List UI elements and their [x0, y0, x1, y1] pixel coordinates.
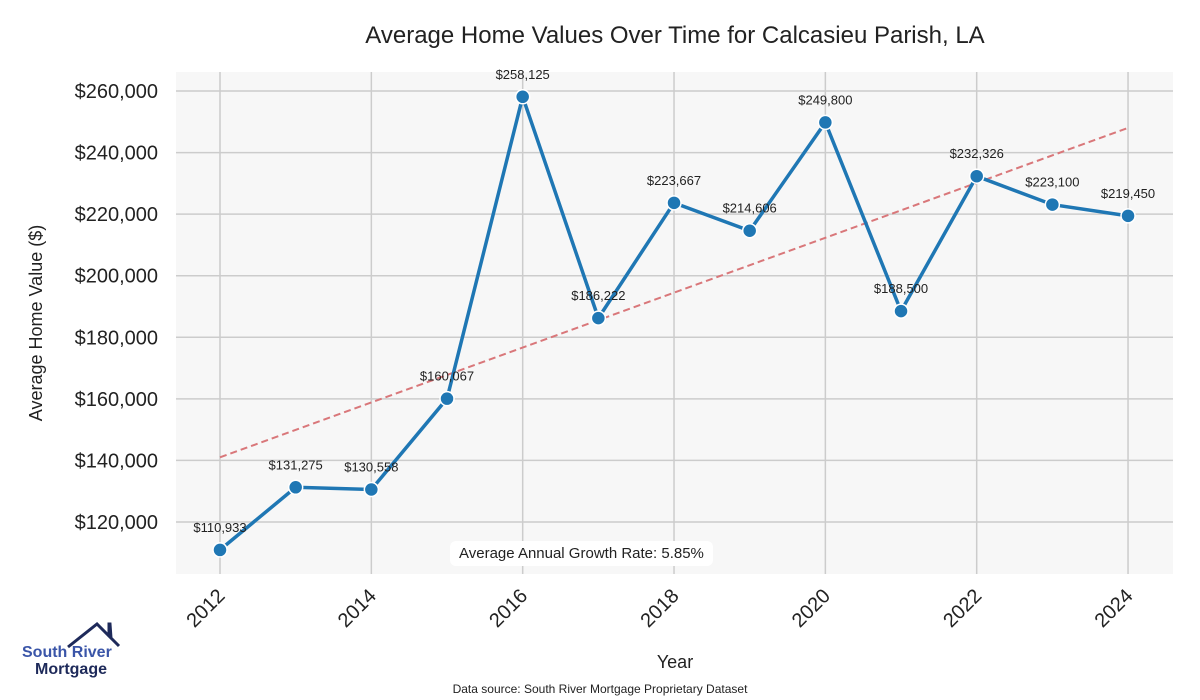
data-label: $258,125 [496, 67, 550, 82]
data-label: $160,067 [420, 369, 474, 384]
y-axis-label: Average Home Value ($) [26, 225, 46, 421]
y-tick-label: $260,000 [75, 81, 158, 103]
data-point [666, 195, 682, 211]
x-axis-label: Year [657, 652, 693, 672]
data-label: $223,100 [1025, 175, 1079, 190]
data-point [514, 89, 531, 105]
y-tick-label: $180,000 [75, 327, 158, 349]
x-tick-label: 2020 [788, 585, 835, 632]
x-tick-label: 2018 [637, 585, 684, 632]
y-tick-label: $220,000 [75, 204, 158, 226]
growth-rate-annotation: Average Annual Growth Rate: 5.85% [450, 541, 713, 566]
data-point [893, 303, 909, 319]
y-tick-label: $160,000 [75, 389, 158, 411]
data-label: $131,275 [269, 457, 323, 472]
y-tick-label: $240,000 [75, 143, 158, 165]
data-label: $223,667 [647, 173, 701, 188]
data-point [439, 390, 455, 407]
x-tick-label: 2014 [334, 585, 381, 632]
logo-line1: South River [22, 644, 112, 661]
data-label: $186,222 [571, 288, 625, 303]
data-label: $214,606 [723, 201, 777, 216]
data-label: $110,933 [193, 520, 246, 535]
data-point [287, 479, 304, 496]
logo-line2: Mortgage [35, 661, 107, 678]
data-point [212, 542, 228, 558]
data-point [741, 222, 758, 239]
y-tick-label: $120,000 [75, 512, 158, 534]
data-point [1120, 208, 1136, 224]
x-tick-label: 2022 [939, 585, 986, 632]
data-label: $219,450 [1101, 186, 1155, 201]
y-tick-label: $200,000 [75, 266, 158, 288]
data-label: $232,326 [950, 146, 1004, 161]
data-label: $249,800 [798, 92, 852, 107]
data-point [1044, 196, 1061, 213]
data-point [817, 114, 834, 131]
x-tick-label: 2016 [485, 585, 532, 632]
data-source: Data source: South River Mortgage Propri… [452, 682, 748, 696]
x-tick-label: 2024 [1091, 585, 1138, 632]
y-tick-label: $140,000 [75, 450, 158, 472]
chart-title: Average Home Values Over Time for Calcas… [365, 22, 985, 49]
data-point [590, 310, 607, 326]
data-point [363, 481, 380, 498]
data-point [968, 168, 985, 184]
data-label: $130,558 [344, 459, 398, 474]
data-label: $188,500 [874, 281, 928, 296]
x-tick-label: 2012 [183, 585, 230, 632]
house-icon [67, 621, 121, 649]
